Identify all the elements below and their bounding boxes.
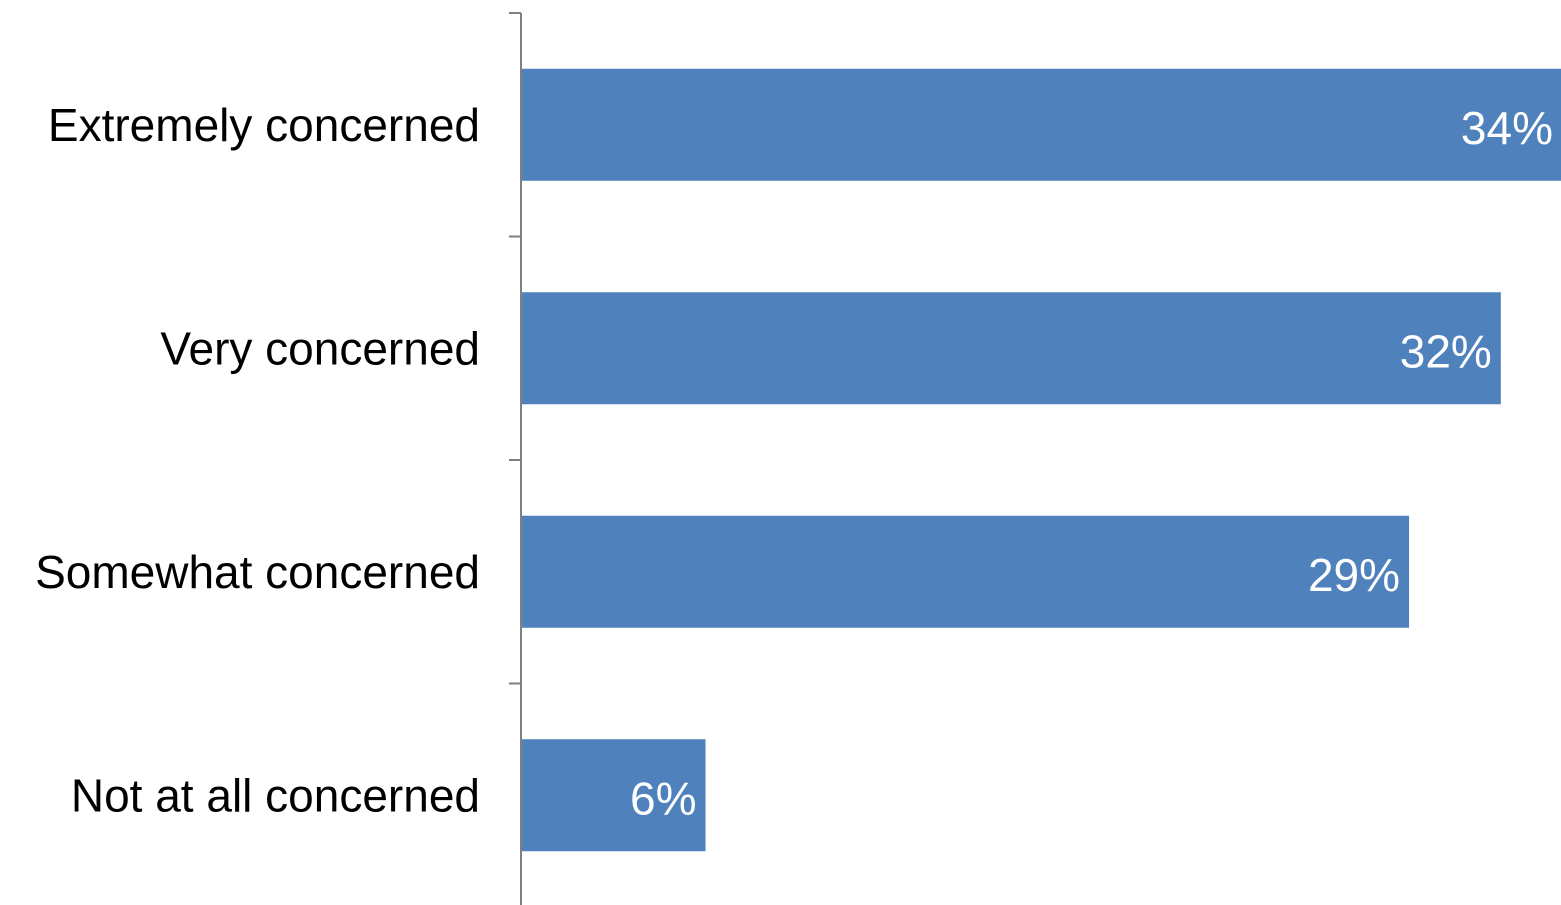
bar [522, 739, 706, 852]
category-label: Extremely concerned [48, 99, 480, 151]
category-label: Very concerned [160, 322, 480, 374]
bar [522, 515, 1410, 628]
data-label: 34% [1461, 102, 1553, 154]
data-label: 29% [1308, 549, 1400, 601]
bar [522, 68, 1561, 181]
label-layer: Extremely concerned 34% Very concerned 32% S… [35, 99, 1553, 825]
data-label: 32% [1400, 325, 1492, 377]
data-label: 6% [630, 772, 696, 824]
category-label: Somewhat concerned [35, 546, 480, 598]
axis-layer [509, 12, 522, 905]
bar-layer [522, 68, 1561, 852]
bar [522, 292, 1501, 405]
category-label: Not at all concerned [71, 769, 480, 821]
